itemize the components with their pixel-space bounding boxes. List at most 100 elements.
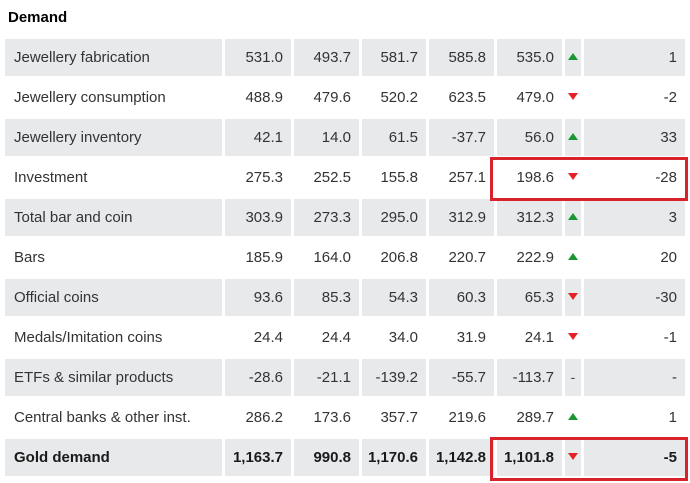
trend-cell (565, 399, 581, 436)
row-label: ETFs & similar products (5, 359, 222, 396)
value-cell: 42.1 (225, 119, 291, 156)
value-cell: 173.6 (313, 409, 351, 426)
trend-down-icon (568, 173, 578, 181)
value-cell: 206.8 (380, 249, 418, 266)
table-row-jewellery-consumption: Jewellery consumption 488.9 479.6 520.2 623.… (5, 79, 685, 116)
trend-cell (565, 119, 581, 156)
trend-cell (565, 199, 581, 236)
table-row-bars: Bars 185.9 164.0 206.8 220.7 222.9 20 (5, 239, 685, 276)
trend-down-icon (568, 93, 578, 101)
trend-cell (565, 239, 581, 276)
table-row-etfs-similar-products: ETFs & similar products -28.6 -21.1 -139.2-… (5, 359, 685, 396)
value-cell: 531.0 (225, 39, 291, 76)
value-cell: 252.5 (313, 169, 351, 186)
value-cell: 1,170.6 (362, 439, 426, 476)
page-title: Demand (8, 9, 68, 26)
value-cell: -21.1 (294, 359, 359, 396)
trend-cell (565, 439, 581, 476)
value-cell: 54.3 (362, 279, 426, 316)
value-cell: 273.3 (294, 199, 359, 236)
trend-cell: - (565, 359, 581, 396)
value-cell: 65.3 (497, 279, 562, 316)
demand-table-page: Demand Jewellery fabrication 531.0 493.7 58… (0, 9, 690, 483)
table-row-jewellery-inventory: Jewellery inventory 42.1 14.0 61.5 -37.7 56.0… (5, 119, 685, 156)
row-label: Total bar and coin (5, 199, 222, 236)
value-cell: 493.7 (294, 39, 359, 76)
row-label: Investment (14, 169, 88, 186)
value-cell: 198.6 (516, 169, 554, 186)
change-cell: 20 (660, 249, 677, 266)
change-cell: 1 (668, 409, 677, 426)
row-label: Jewellery consumption (14, 89, 166, 106)
value-cell: 164.0 (313, 249, 351, 266)
trend-cell (565, 39, 581, 76)
row-label: Jewellery fabrication (5, 39, 222, 76)
value-cell: 312.3 (497, 199, 562, 236)
value-cell: -37.7 (429, 119, 494, 156)
value-cell: 520.2 (380, 89, 418, 106)
value-cell: 93.6 (225, 279, 291, 316)
value-cell: 623.5 (448, 89, 486, 106)
value-cell: 222.9 (516, 249, 554, 266)
value-cell: 1,101.8 (497, 439, 562, 476)
value-cell: 14.0 (294, 119, 359, 156)
value-cell: 286.2 (245, 409, 283, 426)
value-cell: 31.9 (456, 329, 486, 346)
value-cell: 1,142.8 (429, 439, 494, 476)
change-cell: -2 (663, 89, 677, 106)
row-label: Medals/Imitation coins (14, 329, 163, 346)
value-cell: 295.0 (362, 199, 426, 236)
table-row-total-bar-and-coin: Total bar and coin 303.9 273.3 295.0 312.9 31… (5, 199, 685, 236)
value-cell: 24.4 (253, 329, 283, 346)
value-cell: 60.3 (429, 279, 494, 316)
table-row-medals-imitation-coins: Medals/Imitation coins 24.4 24.4 34.0 31.9 24… (5, 319, 685, 356)
value-cell: 479.6 (313, 89, 351, 106)
value-cell: 24.1 (524, 329, 554, 346)
table-row-central-banks-other-inst: Central banks & other inst. 286.2 173.6 357… (5, 399, 685, 436)
value-cell: 488.9 (245, 89, 283, 106)
row-label: Gold demand (5, 439, 222, 476)
table-wrap: Jewellery fabrication 531.0 493.7 581.7 585.… (0, 36, 690, 481)
trend-down-icon (568, 293, 578, 301)
value-cell: 56.0 (497, 119, 562, 156)
trend-cell (565, 319, 581, 356)
change-cell: -30 (584, 279, 685, 316)
table-row-gold-demand: Gold demand 1,163.7 990.8 1,170.6 1,142.8 1,1… (5, 439, 685, 476)
trend-up-icon (568, 253, 578, 261)
value-cell: 289.7 (516, 409, 554, 426)
trend-cell (565, 79, 581, 116)
value-cell: 303.9 (225, 199, 291, 236)
trend-up-icon (568, 53, 578, 61)
change-cell: - (584, 359, 685, 396)
value-cell: 34.0 (388, 329, 418, 346)
trend-cell (565, 279, 581, 316)
value-cell: 357.7 (380, 409, 418, 426)
trend-down-icon (568, 453, 578, 461)
value-cell: -139.2 (362, 359, 426, 396)
trend-up-icon (568, 133, 578, 141)
table-row-official-coins: Official coins 93.6 85.3 54.3 60.3 65.3 -30 (5, 279, 685, 316)
trend-up-icon (568, 413, 578, 421)
change-cell: -1 (663, 329, 677, 346)
value-cell: 85.3 (294, 279, 359, 316)
change-cell: 33 (584, 119, 685, 156)
value-cell: 257.1 (448, 169, 486, 186)
value-cell: -113.7 (497, 359, 562, 396)
change-cell: 3 (584, 199, 685, 236)
value-cell: -28.6 (225, 359, 291, 396)
trend-up-icon (568, 213, 578, 221)
table-row-investment: Investment 275.3 252.5 155.8 257.1 198.6 -28 (5, 159, 685, 196)
value-cell: 990.8 (294, 439, 359, 476)
value-cell: 275.3 (245, 169, 283, 186)
value-cell: -55.7 (429, 359, 494, 396)
value-cell: 155.8 (380, 169, 418, 186)
value-cell: 61.5 (362, 119, 426, 156)
trend-cell (565, 159, 581, 196)
table-row-jewellery-fabrication: Jewellery fabrication 531.0 493.7 581.7 585.… (5, 39, 685, 76)
value-cell: 219.6 (448, 409, 486, 426)
value-cell: 581.7 (362, 39, 426, 76)
row-label: Central banks & other inst. (14, 409, 191, 426)
row-label: Jewellery inventory (5, 119, 222, 156)
value-cell: 585.8 (429, 39, 494, 76)
value-cell: 479.0 (516, 89, 554, 106)
